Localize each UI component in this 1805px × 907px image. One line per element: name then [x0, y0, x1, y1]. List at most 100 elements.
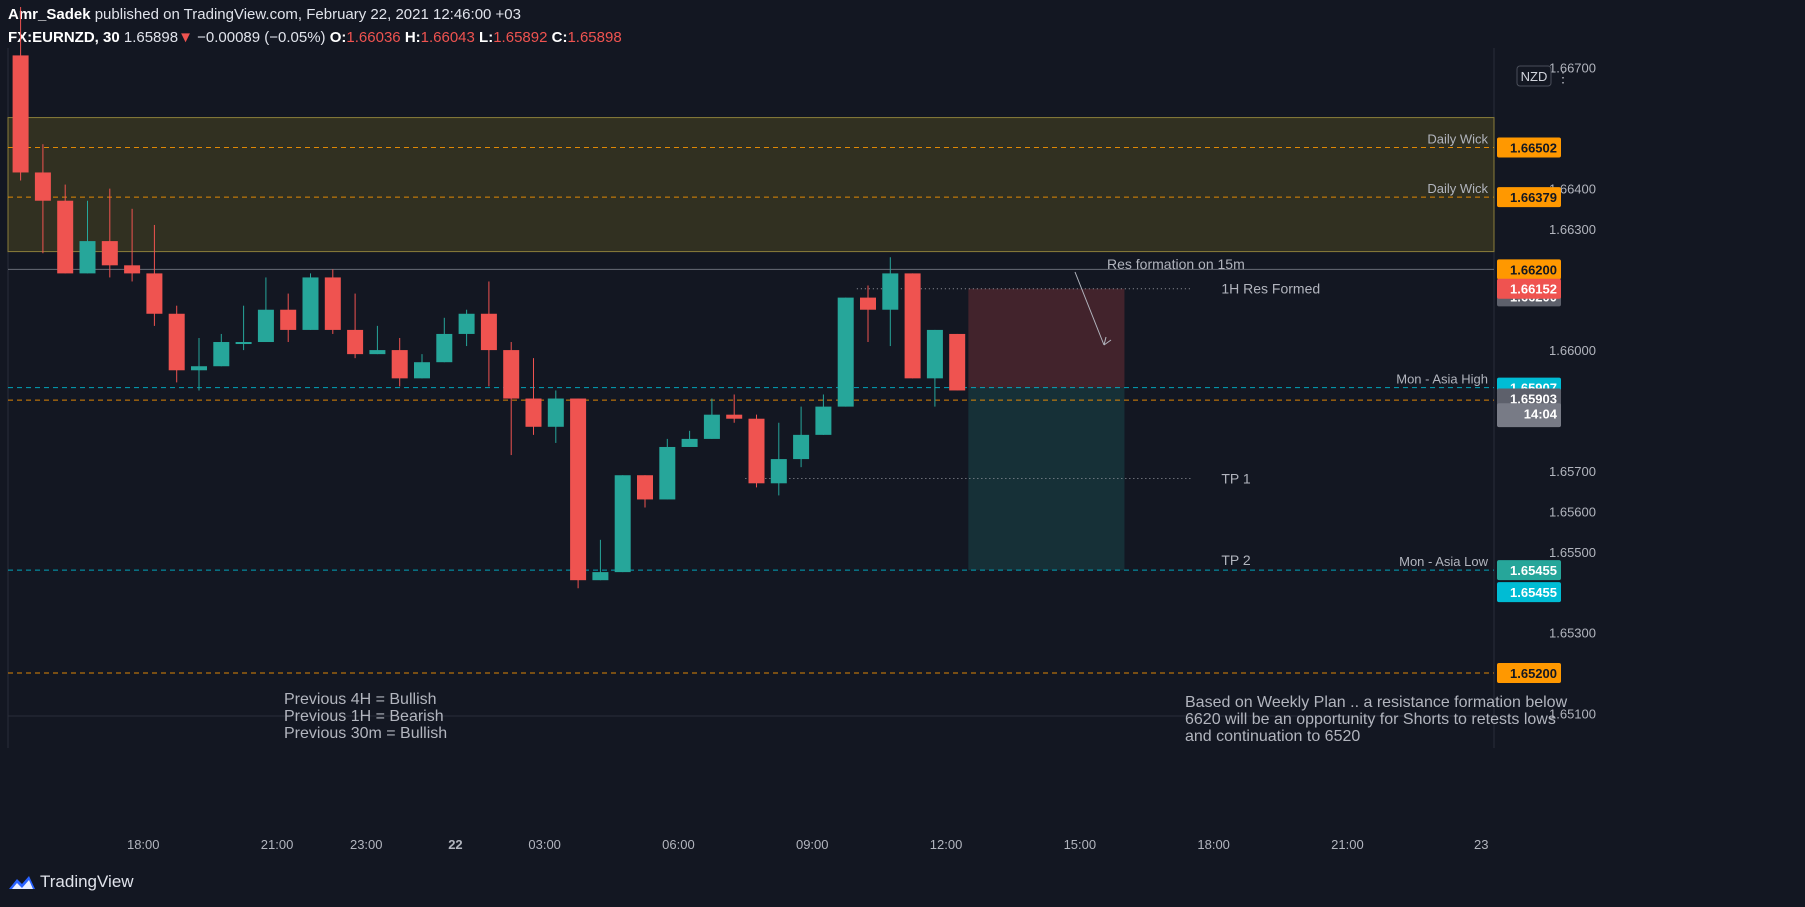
- candle-body: [659, 446, 676, 500]
- x-tick-label: 18:00: [127, 837, 160, 852]
- open-value: 1.66036: [346, 29, 401, 46]
- candle-body: [480, 313, 497, 351]
- x-tick-label: 12:00: [930, 837, 963, 852]
- y-tick-label: 1.66000: [1549, 343, 1596, 358]
- currency-badge: [1516, 65, 1552, 87]
- candle-body: [837, 297, 854, 407]
- price-badge: [1497, 278, 1561, 299]
- candle-body: [12, 55, 29, 173]
- ohlc-legend: FX:EURNZD, 30 1.65898▼ −0.00089 (−0.05%)…: [8, 29, 622, 46]
- price-badge: [1497, 187, 1561, 208]
- price-badge: [1497, 663, 1561, 684]
- x-tick-label: 23: [1474, 837, 1488, 852]
- candle-body: [213, 342, 230, 367]
- last-price: 1.65898: [123, 29, 179, 46]
- y-tick-label: 1.65600: [1549, 505, 1596, 520]
- daily-wick-zone: [7, 117, 1495, 253]
- candle-body: [369, 350, 386, 355]
- candle-body: [34, 172, 51, 201]
- price-badge-label: 1.65903: [1510, 392, 1557, 407]
- candle-body: [280, 309, 297, 330]
- level-label: Mon - Asia Low: [1399, 554, 1488, 569]
- take-profit-zone: [968, 387, 1125, 571]
- level-label: Daily Wick: [1427, 181, 1488, 196]
- x-tick-label: 03:00: [528, 837, 561, 852]
- candle-body: [570, 398, 587, 581]
- candle-body: [458, 313, 475, 334]
- tradingview-logo-icon: [9, 876, 35, 889]
- price-badge-label: 14:04: [1524, 406, 1558, 421]
- candle-body: [726, 414, 743, 419]
- candle-body: [547, 398, 564, 427]
- candle-body: [525, 398, 542, 427]
- candle-body: [57, 200, 74, 274]
- bias-note-line: Previous 1H = Bearish: [284, 708, 444, 725]
- price-badge-label: 1.65455: [1510, 585, 1557, 600]
- x-tick-label: 06:00: [662, 837, 695, 852]
- high-label: H:: [404, 29, 421, 46]
- candle-body: [101, 241, 118, 266]
- candle-body: [257, 309, 274, 343]
- candle-body: [124, 265, 141, 274]
- tp2-label: TP 2: [1221, 552, 1251, 568]
- bias-note-line: Previous 4H = Bullish: [284, 691, 437, 708]
- candle-body: [79, 241, 96, 274]
- candle-body: [614, 475, 631, 573]
- price-badge: [1497, 560, 1561, 581]
- stop-loss-zone: [968, 288, 1125, 388]
- publish-info: Amr_Sadek published on TradingView.com, …: [8, 6, 521, 23]
- x-tick-label: 22: [448, 837, 462, 852]
- close-label: C:: [551, 29, 568, 46]
- high-value: 1.66043: [420, 29, 475, 46]
- x-tick-label: 09:00: [796, 837, 829, 852]
- candle-body: [503, 350, 520, 399]
- candle-body: [592, 572, 609, 581]
- candle-body: [146, 273, 163, 314]
- candle-body: [168, 313, 185, 371]
- currency-label: NZD: [1521, 69, 1548, 84]
- x-tick-label: 21:00: [261, 837, 294, 852]
- symbol-label[interactable]: FX:EURNZD, 30: [8, 29, 120, 46]
- y-tick-label: 1.66700: [1549, 61, 1596, 76]
- candle-body: [681, 438, 698, 447]
- annotation-arrowhead: [1103, 339, 1112, 346]
- plan-note-line: Based on Weekly Plan .. a resistance for…: [1185, 694, 1568, 711]
- y-tick-label: 1.65300: [1549, 626, 1596, 641]
- y-tick-label: 1.65500: [1549, 545, 1596, 560]
- candle-body: [302, 277, 319, 330]
- candle-body: [949, 333, 966, 391]
- author-name[interactable]: Amr_Sadek: [8, 6, 91, 23]
- chevron-icon: ⋮: [1556, 69, 1570, 85]
- candle-body: [436, 333, 453, 363]
- candle-body: [324, 277, 341, 330]
- candle-body: [347, 329, 364, 355]
- brand-name: TradingView: [40, 872, 134, 891]
- plan-note-line: 6620 will be an opportunity for Shorts t…: [1185, 711, 1556, 728]
- y-tick-label: 1.65100: [1549, 706, 1596, 721]
- price-badge-label: 1.65200: [1510, 666, 1557, 681]
- tradingview-brand[interactable]: TradingView: [8, 872, 134, 892]
- y-tick-label: 1.66300: [1549, 222, 1596, 237]
- res-formation-note: Res formation on 15m: [1107, 256, 1245, 272]
- candle-body: [926, 329, 943, 379]
- candle-body: [904, 273, 921, 379]
- price-badge-label: 1.66502: [1510, 140, 1557, 155]
- candle-body: [637, 475, 653, 500]
- candle-body: [793, 434, 810, 460]
- candle-body: [748, 418, 765, 484]
- price-badge: [1497, 259, 1561, 280]
- annotation-arrowhead: [1103, 336, 1107, 346]
- dotted-level-label: 1H Res Formed: [1221, 281, 1320, 297]
- y-tick-label: 1.65700: [1549, 464, 1596, 479]
- dotted-level-label: TP 1: [1221, 470, 1251, 486]
- price-badge-label: 1.66200: [1510, 262, 1557, 277]
- plan-note-line: and continuation to 6520: [1185, 728, 1360, 745]
- candle-body: [882, 273, 899, 310]
- close-value: 1.65898: [567, 29, 622, 46]
- price-badge-label: 1.66152: [1510, 282, 1557, 297]
- candle-body: [235, 342, 252, 345]
- price-badge: [1497, 582, 1561, 603]
- annotation-arrow: [1074, 271, 1105, 346]
- low-value: 1.65892: [493, 29, 548, 46]
